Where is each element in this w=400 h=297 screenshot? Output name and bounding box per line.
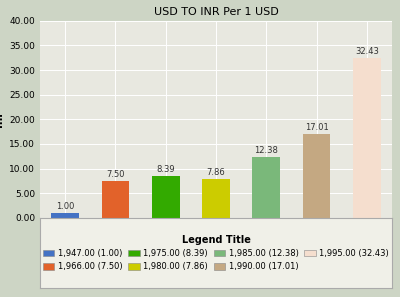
Bar — [252, 157, 280, 218]
Title: USD TO INR Per 1 USD: USD TO INR Per 1 USD — [154, 7, 278, 17]
Text: 12.38: 12.38 — [254, 146, 278, 155]
Bar — [303, 134, 330, 218]
X-axis label: Year: Year — [203, 237, 229, 247]
Y-axis label: Inr: Inr — [0, 111, 4, 127]
Text: 17.01: 17.01 — [305, 123, 328, 132]
Bar — [152, 176, 180, 218]
Bar — [51, 213, 79, 218]
Bar — [102, 181, 129, 218]
Bar — [353, 58, 381, 218]
Legend: 1,947.00 (1.00), 1,966.00 (7.50), 1,975.00 (8.39), 1,980.00 (7.86), 1,985.00 (12: 1,947.00 (1.00), 1,966.00 (7.50), 1,975.… — [38, 230, 394, 275]
Text: 7.50: 7.50 — [106, 170, 125, 179]
Text: 7.86: 7.86 — [207, 168, 225, 177]
Bar — [202, 179, 230, 218]
Text: 1.00: 1.00 — [56, 202, 74, 211]
Text: 32.43: 32.43 — [355, 47, 379, 56]
Text: 8.39: 8.39 — [156, 165, 175, 174]
